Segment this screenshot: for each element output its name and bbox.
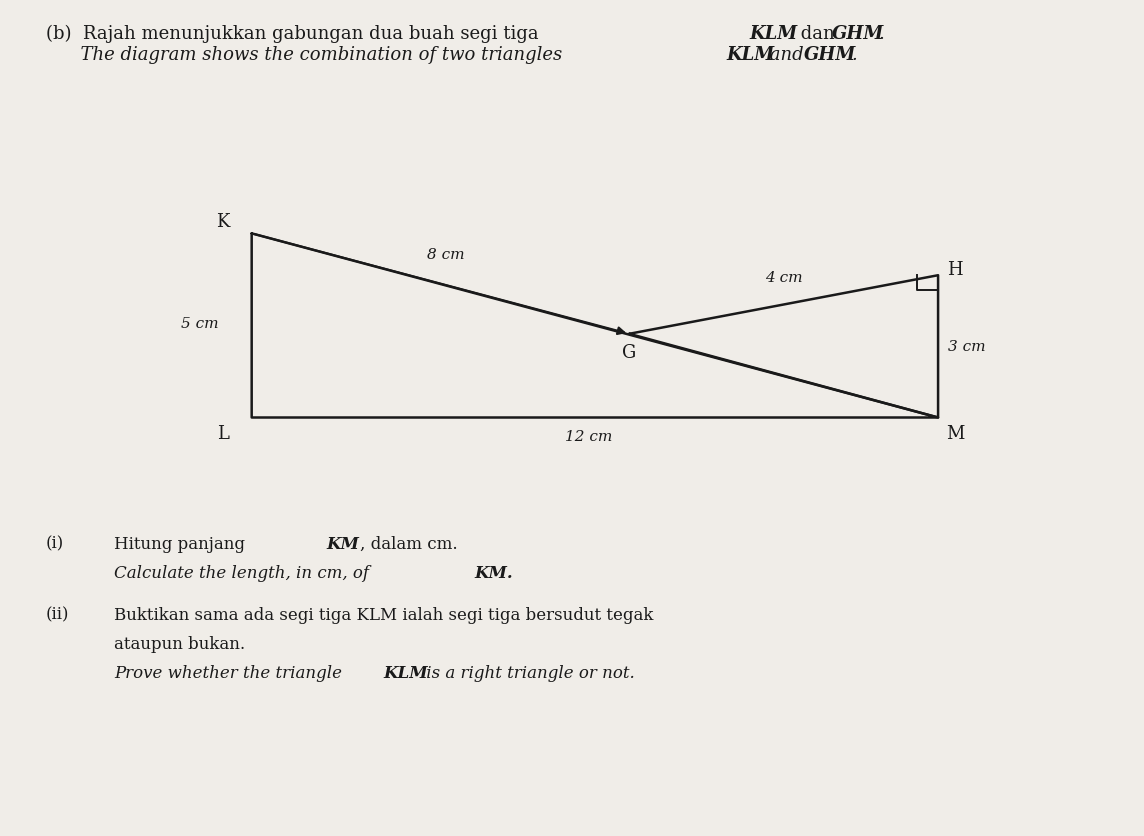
Text: GHM: GHM [832, 25, 884, 43]
Text: KLM: KLM [749, 25, 797, 43]
Text: The diagram shows the combination of two triangles: The diagram shows the combination of two… [46, 46, 567, 64]
Text: KLM: KLM [726, 46, 774, 64]
Text: KM: KM [326, 535, 359, 552]
Text: .: . [879, 25, 884, 43]
Text: ataupun bukan.: ataupun bukan. [114, 635, 246, 652]
Text: Hitung panjang: Hitung panjang [114, 535, 251, 552]
Text: Calculate the length, in cm, of: Calculate the length, in cm, of [114, 564, 374, 581]
Text: (b)  Rajah menunjukkan gabungan dua buah segi tiga: (b) Rajah menunjukkan gabungan dua buah … [46, 25, 545, 43]
Text: Prove whether the triangle: Prove whether the triangle [114, 665, 348, 681]
Text: dan: dan [795, 25, 841, 43]
Text: KLM: KLM [383, 665, 428, 681]
Text: G: G [622, 344, 636, 362]
Text: (ii): (ii) [46, 606, 70, 623]
Text: .: . [851, 46, 857, 64]
Text: 5 cm: 5 cm [182, 317, 219, 330]
Text: 3 cm: 3 cm [948, 340, 985, 354]
Text: K: K [216, 212, 230, 231]
Text: H: H [947, 260, 963, 278]
Text: , dalam cm.: , dalam cm. [360, 535, 458, 552]
Text: (i): (i) [46, 535, 64, 552]
Text: 4 cm: 4 cm [765, 271, 802, 284]
Text: 8 cm: 8 cm [428, 248, 464, 262]
Text: is a right triangle or not.: is a right triangle or not. [421, 665, 635, 681]
Text: M: M [946, 424, 964, 442]
Text: Buktikan sama ada segi tiga KLM ialah segi tiga bersudut tegak: Buktikan sama ada segi tiga KLM ialah se… [114, 606, 653, 623]
Text: and: and [764, 46, 810, 64]
Text: L: L [217, 424, 229, 442]
Text: KM.: KM. [475, 564, 514, 581]
Text: GHM: GHM [804, 46, 857, 64]
Text: 12 cm: 12 cm [565, 430, 613, 443]
